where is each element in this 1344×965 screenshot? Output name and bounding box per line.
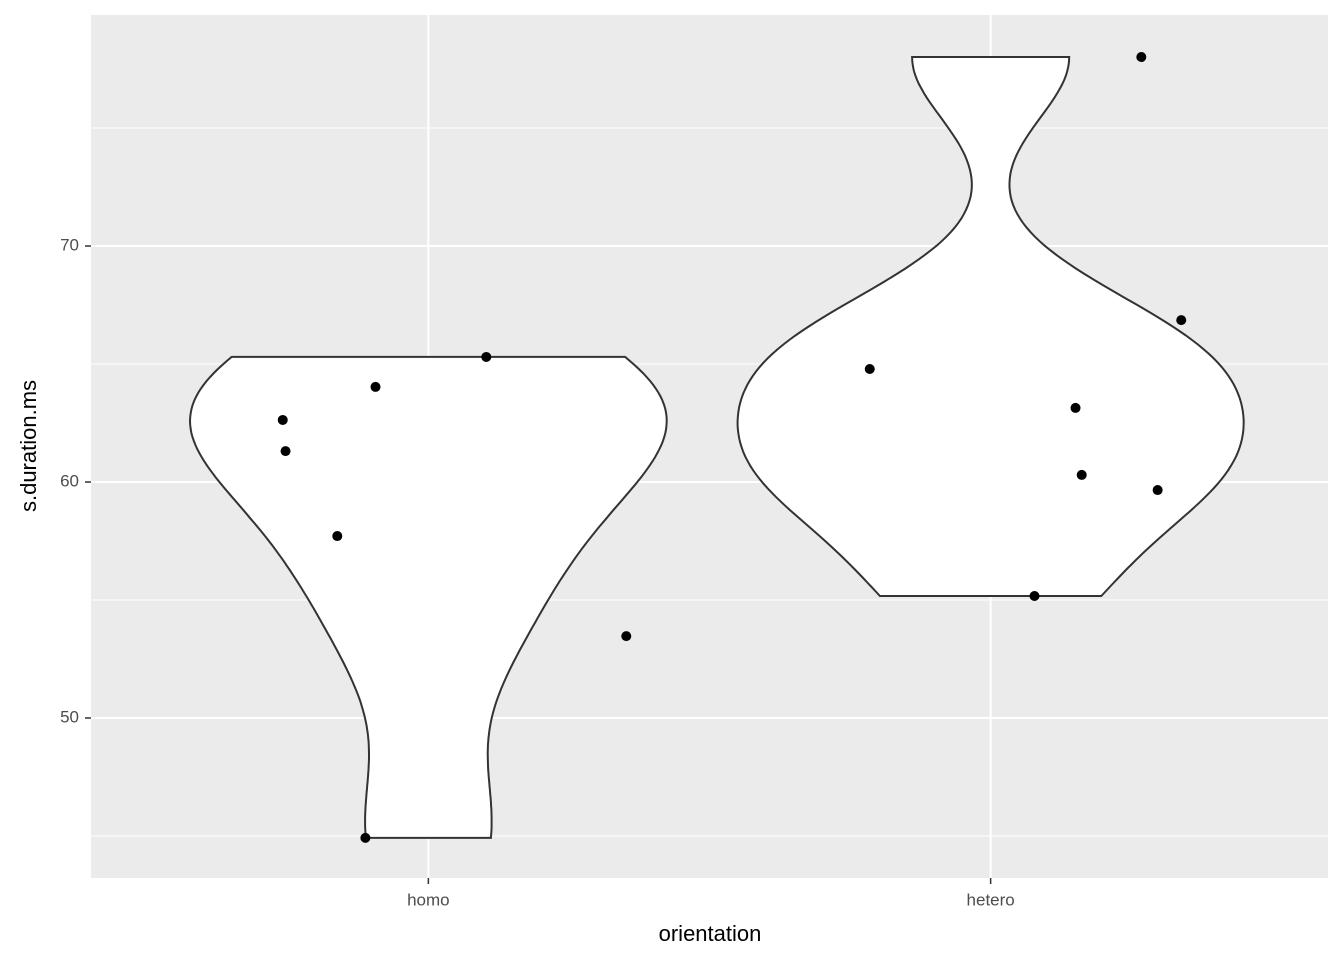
x-tick-label: homo: [407, 890, 450, 909]
point: [1136, 52, 1147, 63]
point: [1152, 485, 1163, 496]
point: [481, 351, 492, 362]
point: [1076, 469, 1087, 480]
x-tick-label: hetero: [967, 890, 1015, 909]
point: [280, 446, 291, 457]
y-tick-label: 60: [60, 472, 79, 491]
point: [864, 363, 875, 374]
point: [332, 531, 343, 542]
violin: [736, 56, 1245, 597]
point: [1029, 590, 1040, 601]
violin: [188, 355, 668, 839]
marks: [188, 52, 1245, 843]
point: [360, 832, 371, 843]
point: [277, 414, 288, 425]
x-axis-title: orientation: [659, 921, 762, 946]
y-tick-label: 70: [60, 236, 79, 255]
point: [370, 381, 381, 392]
point: [621, 631, 632, 642]
point: [1176, 315, 1187, 326]
point: [1070, 402, 1081, 413]
y-tick-label: 50: [60, 707, 79, 726]
y-axis-title: s.duration.ms: [16, 380, 41, 512]
